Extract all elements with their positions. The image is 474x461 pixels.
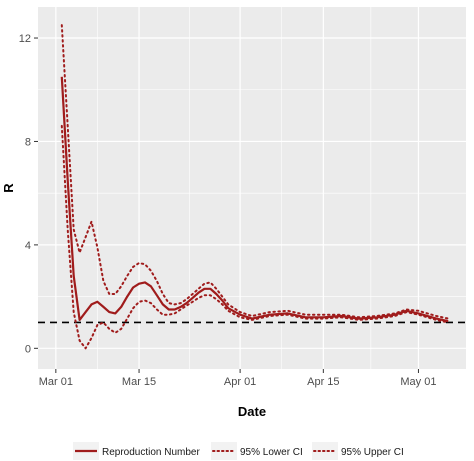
x-tick-label: Apr 15: [307, 376, 339, 388]
grid-lines: [38, 7, 466, 369]
x-axis: Mar 01 Mar 15 Apr 01 Apr 15 May 01: [39, 369, 436, 388]
y-tick-label: 4: [25, 240, 31, 252]
y-tick-label: 12: [19, 33, 31, 45]
x-tick-label: Mar 01: [39, 376, 73, 388]
x-tick-label: May 01: [400, 376, 436, 388]
x-tick-label: Mar 15: [122, 376, 156, 388]
series-reproduction-number: [60, 76, 449, 323]
series-95-lower-ci: [60, 124, 450, 350]
legend-label: Reproduction Number: [102, 447, 200, 458]
y-tick-label: 0: [25, 343, 31, 355]
legend-label: 95% Lower CI: [240, 447, 303, 458]
y-axis: 0 4 8 12: [19, 33, 38, 355]
legend-label: 95% Upper CI: [341, 447, 404, 458]
y-tick-label: 8: [25, 136, 31, 148]
legend: Reproduction Number 95% Lower CI 95% Upper…: [73, 442, 404, 460]
series-lines: [60, 24, 450, 350]
series-95-upper-ci: [60, 24, 450, 320]
x-axis-title: Date: [238, 404, 266, 419]
x-tick-label: Apr 01: [224, 376, 256, 388]
y-axis-title: R: [1, 183, 16, 193]
plot-panel: [38, 7, 466, 369]
